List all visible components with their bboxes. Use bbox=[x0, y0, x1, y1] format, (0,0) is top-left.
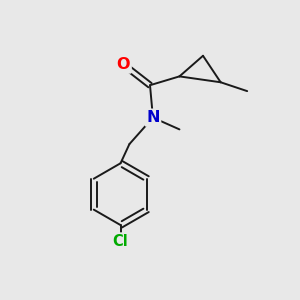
Text: O: O bbox=[117, 57, 130, 72]
Text: N: N bbox=[146, 110, 160, 125]
Text: Cl: Cl bbox=[113, 234, 128, 249]
